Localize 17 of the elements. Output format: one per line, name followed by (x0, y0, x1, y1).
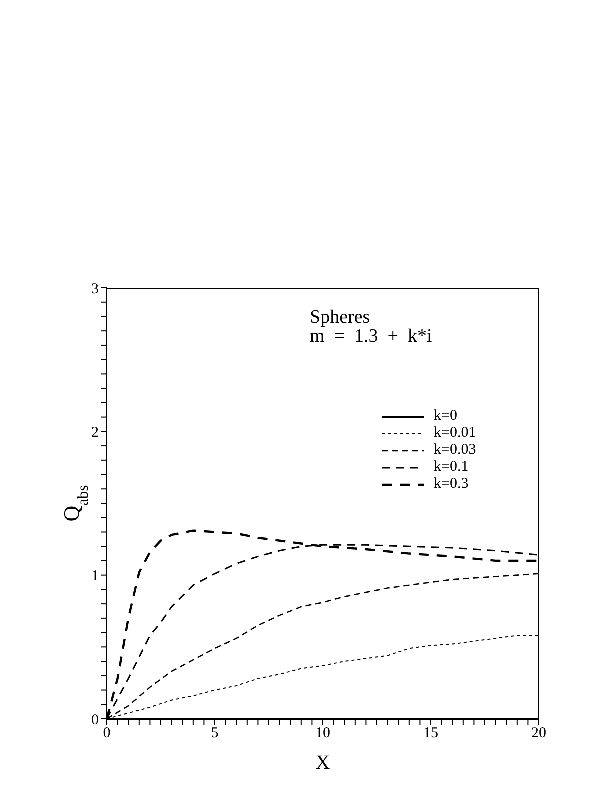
annotation: m = 1.3 + k*i (310, 326, 432, 347)
x-tick-label: 5 (211, 726, 219, 742)
x-tick-label: 15 (424, 726, 438, 742)
y-tick-label: 3 (92, 281, 99, 298)
legend-label: k=0 (434, 408, 458, 425)
legend-label: k=0.3 (434, 476, 469, 493)
y-tick-label: 1 (92, 568, 99, 585)
x-tick-label: 0 (103, 726, 111, 742)
x-axis-title: X (316, 752, 331, 774)
x-tick-label: 20 (532, 726, 546, 742)
legend-label: k=0.01 (434, 425, 476, 442)
x-tick-label: 10 (316, 726, 330, 742)
legend-label: k=0.03 (434, 442, 476, 459)
legend-label: k=0.1 (434, 459, 469, 476)
y-tick-label: 0 (92, 712, 99, 728)
y-tick-label: 2 (92, 424, 99, 441)
annotation: Spheres (310, 307, 372, 328)
